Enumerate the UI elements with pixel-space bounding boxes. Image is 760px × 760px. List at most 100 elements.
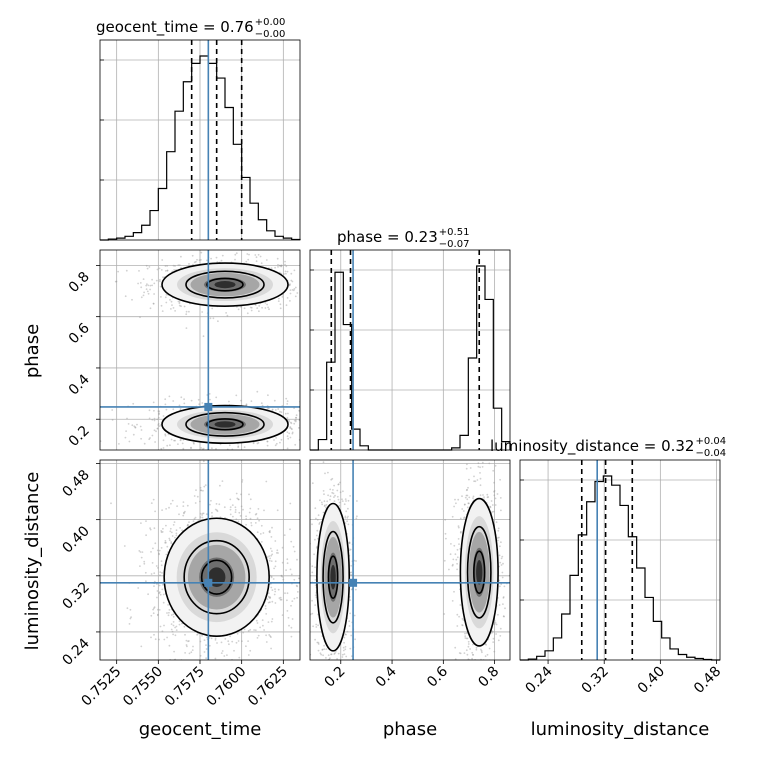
sample-point: [167, 614, 170, 617]
sample-point: [240, 399, 242, 402]
sample-point: [234, 661, 236, 663]
sample-point: [198, 403, 201, 406]
sample-point: [129, 617, 132, 620]
sample-point: [259, 255, 262, 258]
sample-point: [114, 280, 117, 283]
sample-point: [141, 551, 144, 553]
sample-point: [149, 528, 152, 531]
sample-point: [159, 285, 162, 288]
sample-point: [126, 417, 128, 420]
sample-point: [159, 574, 161, 577]
sample-point: [166, 612, 168, 614]
sample-point: [162, 583, 164, 586]
sample-point: [245, 645, 247, 648]
sample-point: [183, 305, 186, 308]
sample-point: [158, 609, 161, 611]
sample-point: [193, 518, 196, 520]
sample-point: [172, 624, 175, 627]
sample-point: [304, 291, 306, 293]
sample-point: [234, 509, 237, 511]
sample-point: [205, 648, 208, 650]
sample-point: [128, 440, 131, 443]
sample-point: [83, 422, 85, 424]
sample-point: [325, 648, 328, 650]
sample-point: [237, 445, 240, 448]
sample-point: [302, 273, 304, 275]
sample-point: [181, 442, 184, 445]
sample-point: [311, 612, 314, 615]
contour-geocent-time-vs-phase-0-1: [185, 270, 265, 299]
sample-point: [158, 552, 160, 555]
sample-point: [262, 624, 264, 627]
sample-point: [350, 665, 352, 667]
sample-point: [350, 564, 353, 567]
sample-point: [180, 396, 183, 399]
scatter-panel-phase-vs-luminosity-distance: [309, 459, 511, 673]
sample-point: [347, 515, 349, 518]
sample-point: [246, 253, 249, 255]
sample-point: [277, 263, 279, 266]
sample-point: [282, 578, 285, 581]
sample-point: [130, 616, 133, 618]
sample-point: [248, 253, 250, 256]
sample-point: [255, 256, 258, 259]
sample-point: [298, 409, 300, 412]
sample-point: [280, 598, 283, 601]
sample-point: [254, 513, 257, 516]
sample-point: [249, 507, 252, 510]
sample-point: [271, 550, 273, 552]
sample-point: [484, 643, 487, 646]
sample-point: [264, 307, 267, 309]
sample-point: [265, 613, 268, 615]
sample-point: [158, 425, 161, 427]
sample-point: [336, 661, 338, 663]
sample-point: [347, 499, 350, 502]
sample-point: [234, 511, 237, 513]
sample-point: [293, 288, 296, 290]
sample-point: [311, 571, 314, 574]
density-geocent-time-vs-phase-1: [161, 404, 289, 445]
sample-point: [477, 671, 479, 673]
sample-point: [168, 609, 171, 611]
sample-point: [317, 641, 320, 644]
sample-point: [172, 408, 175, 411]
sample-point: [190, 446, 192, 449]
sample-point: [229, 508, 232, 511]
sample-point: [268, 555, 271, 557]
sample-point: [324, 504, 326, 507]
sample-point: [154, 542, 157, 545]
sample-point: [156, 268, 159, 271]
sample-point: [242, 631, 245, 634]
sample-point: [158, 413, 160, 416]
sample-point: [250, 524, 253, 527]
sample-point: [146, 283, 148, 285]
sample-point: [127, 423, 130, 425]
sample-point: [304, 591, 306, 593]
sample-point: [487, 663, 489, 665]
sample-point: [271, 553, 274, 556]
sample-point: [132, 433, 135, 436]
scatter-area-geocent-time-vs-phase: [83, 250, 328, 450]
sample-point: [193, 442, 195, 445]
sample-point: [161, 531, 164, 533]
sample-point: [214, 639, 217, 641]
sample-point: [315, 637, 317, 639]
sample-point: [451, 564, 454, 567]
sample-point: [289, 427, 291, 429]
sample-point: [267, 394, 269, 397]
sample-point: [250, 400, 253, 403]
sample-point: [164, 296, 167, 299]
sample-point: [465, 494, 468, 497]
sample-point: [355, 560, 357, 562]
sample-point: [166, 636, 169, 639]
sample-point: [303, 411, 305, 413]
sample-point: [166, 269, 169, 272]
sample-point: [150, 614, 153, 617]
sample-point: [143, 291, 146, 294]
sample-point: [273, 399, 276, 402]
sample-point: [160, 560, 163, 562]
sample-point: [274, 560, 277, 563]
sample-point: [326, 309, 328, 311]
sample-point: [502, 615, 505, 617]
sample-point: [187, 523, 189, 526]
